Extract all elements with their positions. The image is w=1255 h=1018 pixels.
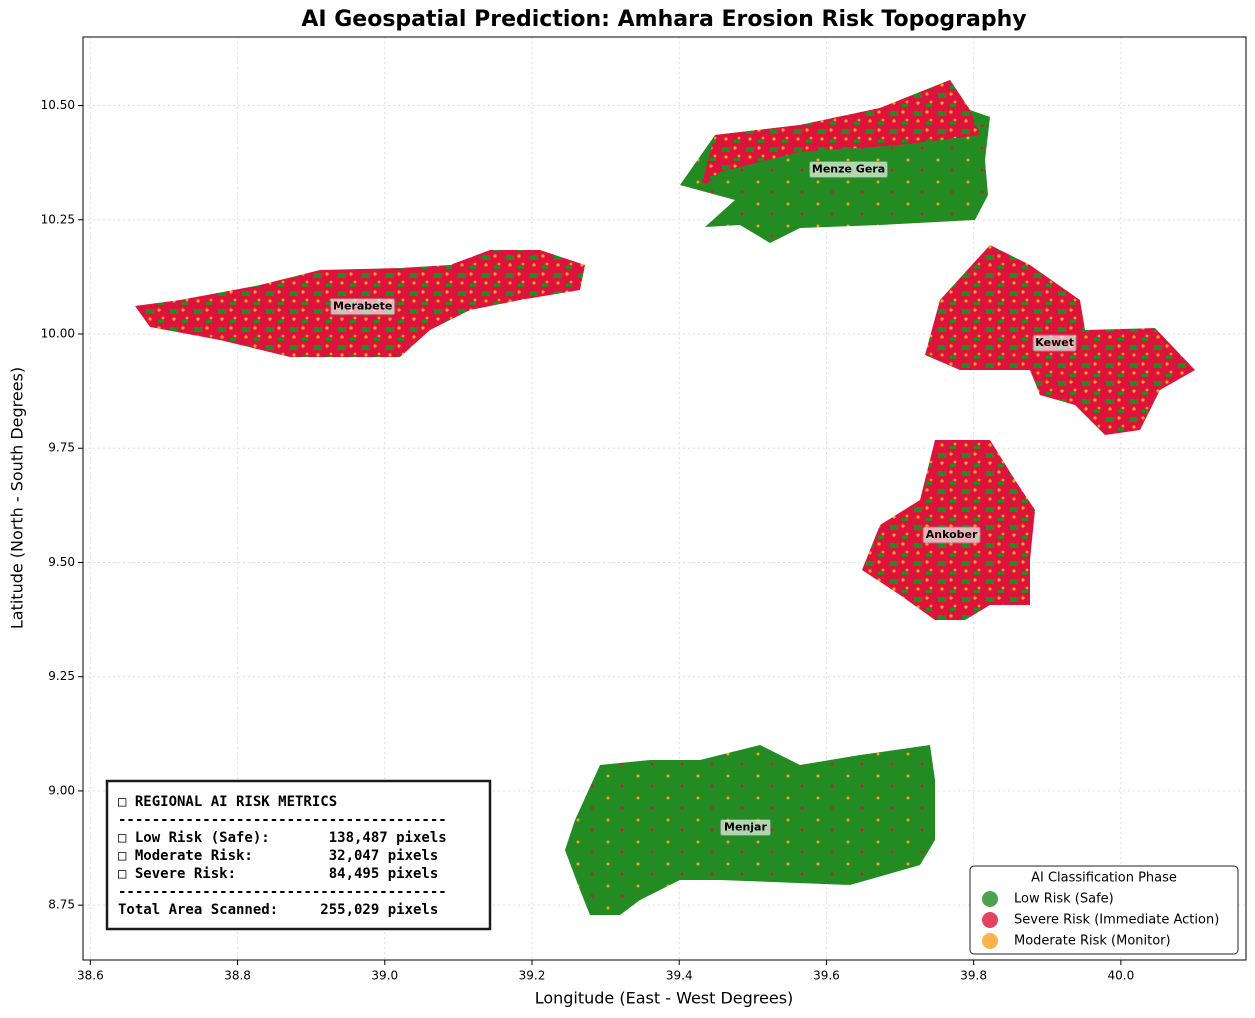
x-tick-label: 40.0 [1108,969,1135,983]
metrics-line: --------------------------------------- [118,884,447,900]
region-label-box [922,526,981,544]
legend-marker [982,933,998,949]
y-tick-label: 9.00 [48,783,75,797]
region-shape [700,80,980,190]
metrics-line: □ Severe Risk: 84,495 pixels [118,866,438,882]
metrics-line: --------------------------------------- [118,812,447,828]
region-label-box [330,298,396,316]
x-tick-label: 39.8 [960,969,987,983]
metrics-line: Total Area Scanned: 255,029 pixels [118,902,438,918]
x-tick-label: 38.8 [224,969,251,983]
legend-entry: Moderate Risk (Monitor) [1014,934,1171,949]
region-label: Ankober [926,528,978,541]
chart-title: AI Geospatial Prediction: Amhara Erosion… [301,7,1026,32]
x-tick-label: 39.0 [371,969,398,983]
region-label-box [1032,334,1077,352]
x-tick-label: 39.6 [813,969,840,983]
region-label: Menjar [724,820,767,833]
legend-title: AI Classification Phase [1031,871,1177,886]
x-tick-label: 39.2 [519,969,546,983]
x-axis-label: Longitude (East - West Degrees) [535,989,794,1008]
y-tick-label: 9.50 [48,555,75,569]
y-axis-label: Latitude (North - South Degrees) [8,367,27,629]
y-tick-label: 8.75 [48,898,75,912]
y-tick-label: 10.25 [41,212,75,226]
legend [969,865,1239,955]
region-label: Menze Gera [812,163,885,176]
metrics-box [105,779,492,931]
y-tick-label: 9.25 [48,669,75,683]
legend-marker [982,912,998,928]
metrics-line: □ Moderate Risk: 32,047 pixels [118,848,438,864]
x-tick-label: 39.4 [666,969,693,983]
legend-marker [982,891,998,907]
legend-entry: Low Risk (Safe) [1014,892,1114,907]
metrics-line: □ REGIONAL AI RISK METRICS [118,794,337,810]
region-label: Kewet [1035,336,1074,349]
region-label-box [719,818,771,836]
region-label: Merabete [333,300,392,313]
region-label-box [809,161,889,179]
x-tick-label: 38.6 [77,969,104,983]
legend-entry: Severe Risk (Immediate Action) [1014,913,1219,928]
y-tick-label: 9.75 [48,441,75,455]
plot-frame [82,36,1247,961]
y-tick-label: 10.50 [41,98,75,112]
y-tick-label: 10.00 [41,327,75,341]
metrics-line: □ Low Risk (Safe): 138,487 pixels [118,830,447,846]
